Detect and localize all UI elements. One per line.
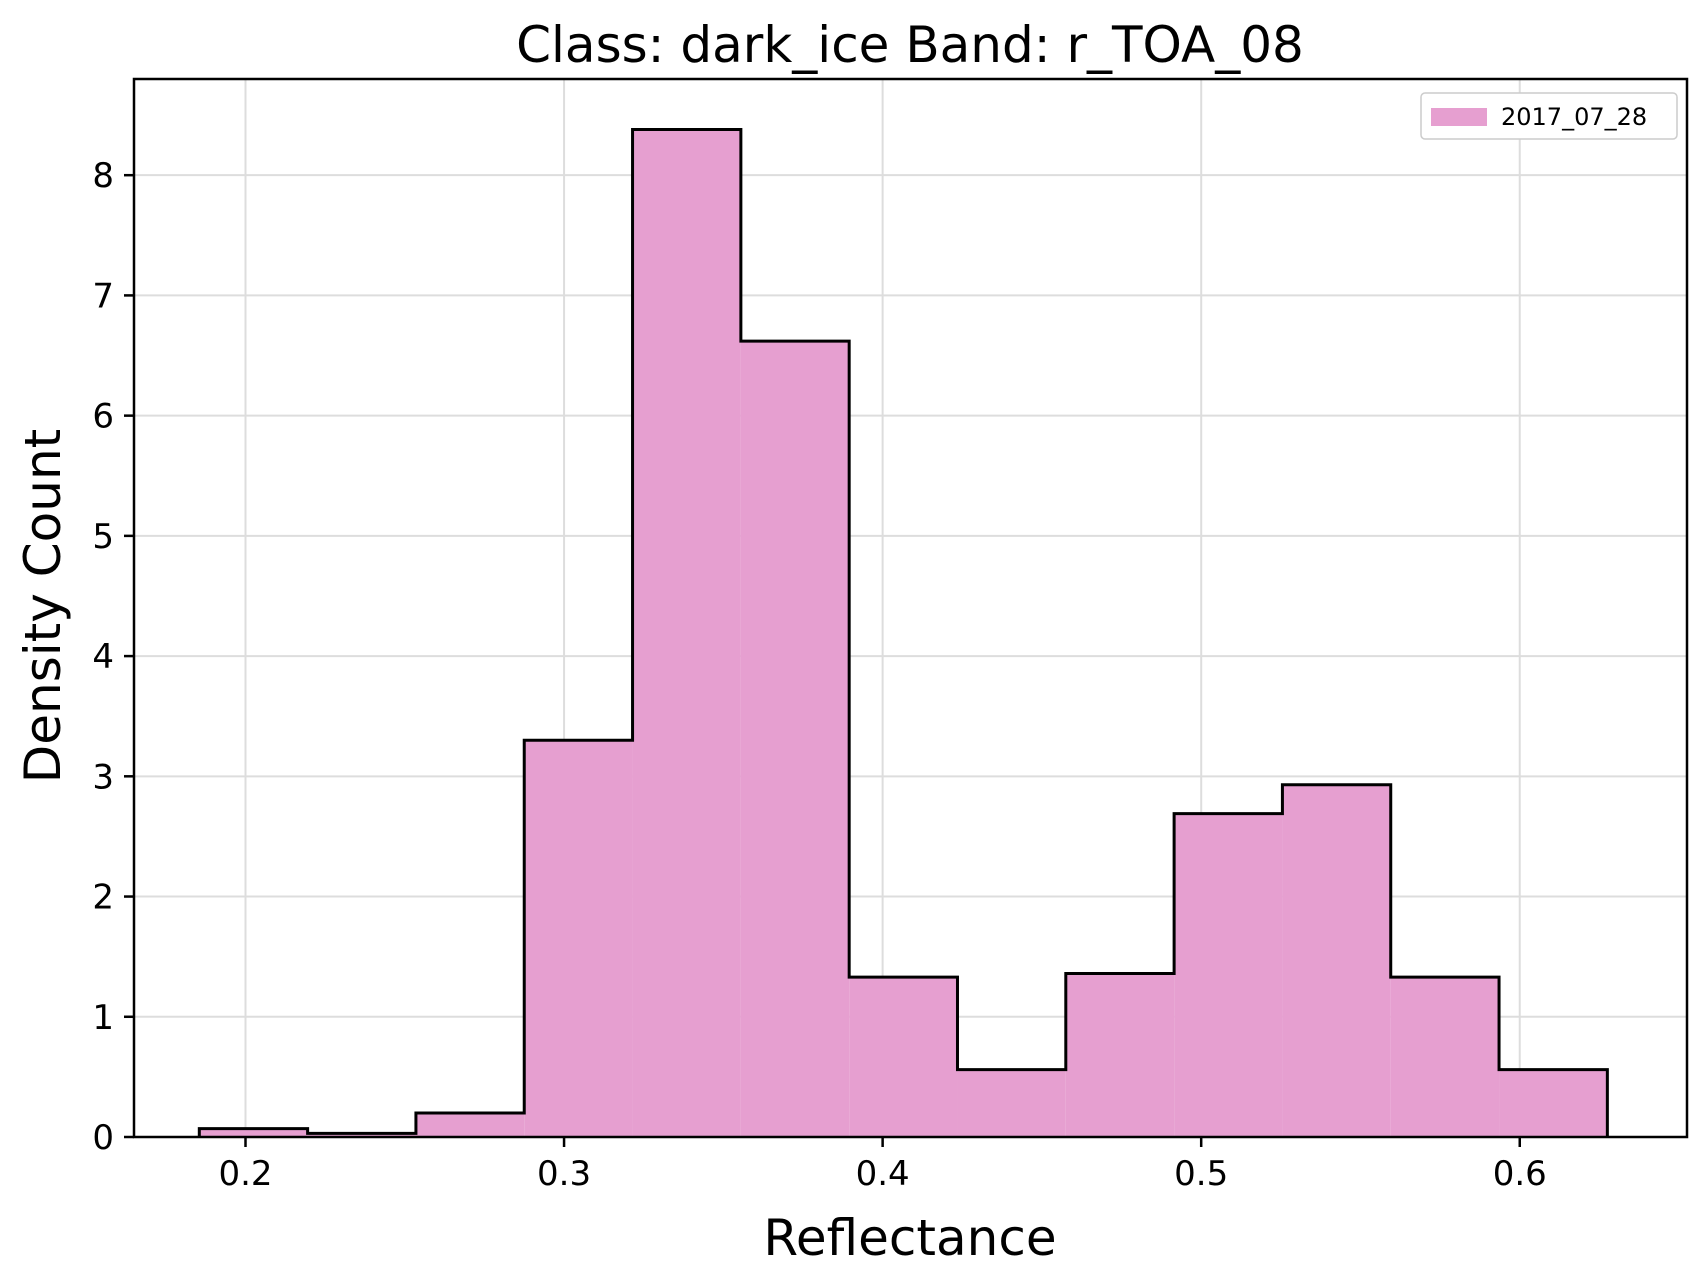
- histogram-bar-5: [740, 341, 850, 1137]
- histogram-bar-10: [1282, 784, 1391, 1137]
- chart-title: Class: dark_ice Band: r_TOA_08: [516, 16, 1304, 74]
- y-tick-label-0: 0: [92, 1118, 114, 1158]
- legend: 2017_07_28: [1420, 92, 1678, 140]
- histogram-bar-12: [1499, 1069, 1608, 1137]
- legend-box: [1420, 92, 1678, 140]
- histogram-bars: [199, 129, 1608, 1137]
- y-tick-label-8: 8: [92, 156, 114, 196]
- y-tick-label-4: 4: [92, 637, 114, 677]
- histogram-bar-0: [199, 1128, 308, 1137]
- histogram-bar-8: [1065, 973, 1175, 1137]
- x-axis-label: Reflectance: [763, 1209, 1056, 1267]
- x-axis-ticks: 0.2 0.3 0.4 0.5 0.6: [218, 1137, 1547, 1194]
- y-tick-label-1: 1: [92, 998, 114, 1038]
- histogram-bar-7: [957, 1069, 1066, 1137]
- y-tick-label-5: 5: [92, 517, 114, 557]
- histogram-bar-11: [1390, 977, 1500, 1137]
- x-tick-label-1: 0.3: [537, 1154, 591, 1194]
- histogram-bar-1: [307, 1133, 416, 1137]
- x-tick-label-2: 0.4: [856, 1154, 910, 1194]
- histogram-bar-2: [415, 1112, 525, 1137]
- y-tick-label-3: 3: [92, 757, 114, 797]
- histogram-outline: [197, 127, 1609, 1137]
- y-tick-label-7: 7: [92, 276, 114, 316]
- histogram-bar-3: [524, 740, 633, 1137]
- x-tick-label-3: 0.5: [1174, 1154, 1228, 1194]
- histogram-bar-9: [1174, 813, 1283, 1137]
- histogram-bar-6: [849, 977, 958, 1137]
- y-tick-label-6: 6: [92, 397, 114, 437]
- histogram-bar-4: [632, 129, 741, 1137]
- y-tick-label-2: 2: [92, 878, 114, 918]
- x-tick-label-4: 0.6: [1493, 1154, 1547, 1194]
- legend-label: 2017_07_28: [1501, 103, 1647, 131]
- x-tick-label-0: 0.2: [218, 1154, 272, 1194]
- plot-frame: [132, 77, 1689, 1139]
- y-axis-label: Density Count: [14, 429, 72, 783]
- y-axis-ticks: 0 1 2 3 4 5 6 7 8: [92, 156, 134, 1158]
- legend-swatch: [1431, 108, 1487, 126]
